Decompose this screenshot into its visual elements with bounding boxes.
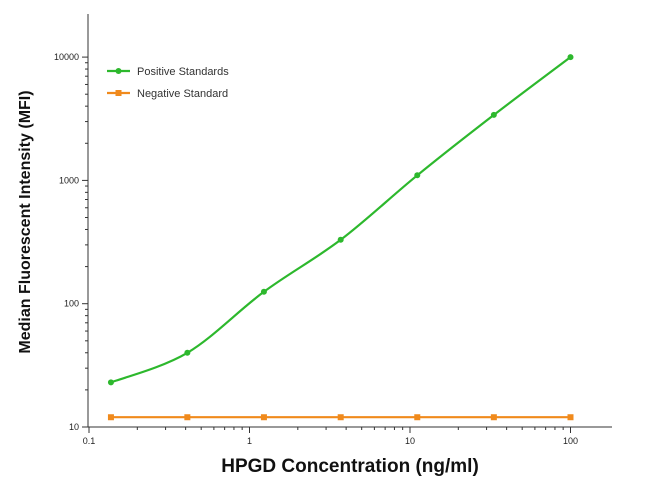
positive-standards-point — [184, 349, 191, 356]
x-tick-label: 0.1 — [83, 436, 96, 446]
legend-label-negative-standard: Negative Standard — [137, 88, 228, 100]
negative-standard-point — [414, 414, 421, 421]
legend: Positive Standards Negative Standard — [107, 66, 229, 100]
y-axis-title: Median Fluorescent Intensity (MFI) — [17, 90, 34, 353]
positive-standards-point — [414, 172, 421, 179]
legend-marker-negative-standard — [115, 90, 122, 96]
negative-standard-point — [490, 414, 497, 421]
positive-standards-line — [110, 56, 572, 384]
series-positive-standards — [107, 54, 574, 386]
axis-ticks — [82, 56, 571, 433]
positive-standards-point — [260, 288, 267, 295]
y-tick-label: 10 — [69, 422, 79, 432]
positive-standards-point — [567, 54, 574, 61]
negative-standard-point — [337, 414, 344, 421]
series-negative-standard — [107, 414, 574, 421]
negative-standard-point — [567, 414, 574, 421]
y-tick-label: 100 — [64, 299, 79, 309]
negative-standard-point — [107, 414, 114, 421]
positive-standards-point — [107, 379, 114, 386]
legend-label-positive-standards: Positive Standards — [137, 66, 229, 78]
y-tick-label: 10000 — [54, 52, 79, 62]
legend-marker-positive-standards — [115, 68, 122, 74]
x-tick-label: 10 — [405, 436, 415, 446]
x-axis-title: HPGD Concentration (ng/ml) — [221, 456, 479, 477]
negative-standard-point — [260, 414, 267, 421]
series-layer — [107, 54, 574, 421]
negative-standard-point — [184, 414, 191, 421]
positive-standards-point — [490, 111, 497, 118]
x-tick-label: 1 — [247, 436, 252, 446]
x-tick-label: 100 — [563, 436, 578, 446]
axis-tick-labels: 0.1 1 10 100 10 100 1000 10000 — [54, 52, 578, 446]
y-tick-label: 1000 — [59, 175, 79, 185]
positive-standards-point — [337, 236, 344, 243]
